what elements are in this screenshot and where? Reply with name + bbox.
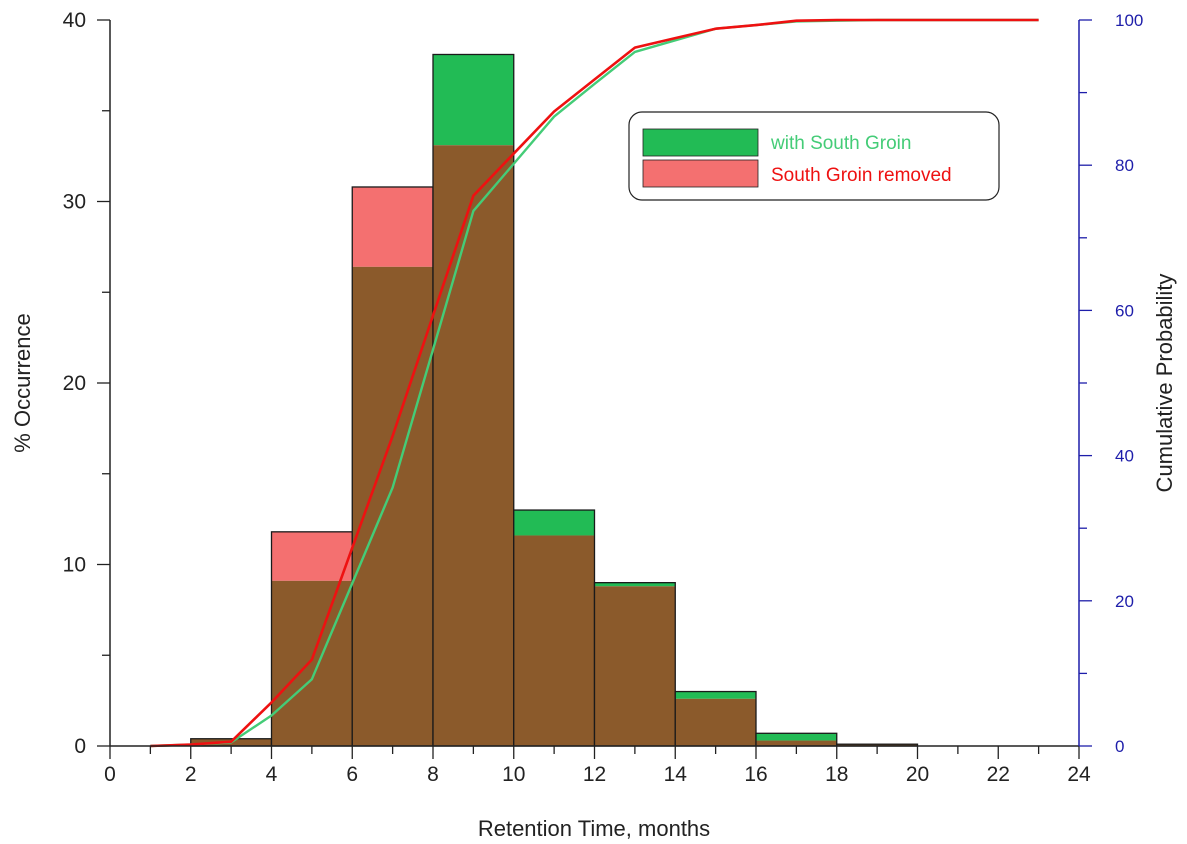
bar-overlap-12-14 bbox=[594, 586, 676, 746]
x-tick-label-0: 0 bbox=[104, 763, 116, 786]
y-tick-label-30: 30 bbox=[63, 191, 86, 214]
x-tick-label-6: 6 bbox=[346, 763, 358, 786]
x-tick-label-22: 22 bbox=[987, 763, 1010, 786]
y-axis-title: % Occurrence bbox=[10, 313, 35, 452]
y2-tick-label-100: 100 bbox=[1115, 11, 1143, 30]
bar-excess-with-south-groin-16-18 bbox=[756, 733, 837, 741]
y2-tick-label-80: 80 bbox=[1115, 156, 1134, 175]
bar-overlap-8-10 bbox=[433, 145, 514, 747]
y2-tick-label-60: 60 bbox=[1115, 301, 1134, 320]
x-tick-label-8: 8 bbox=[427, 763, 439, 786]
legend-label-with-south-groin: with South Groin bbox=[770, 133, 911, 154]
y-tick-label-40: 40 bbox=[63, 9, 86, 32]
x-axis-title: Retention Time, months bbox=[478, 816, 710, 841]
y2-tick-label-20: 20 bbox=[1115, 592, 1134, 611]
x-tick-label-12: 12 bbox=[583, 763, 606, 786]
bar-excess-south-groin-removed-6-8 bbox=[352, 186, 433, 267]
bar-overlap-4-6 bbox=[271, 580, 353, 746]
cumulative-lines-layer bbox=[150, 18, 1039, 748]
x-tick-label-20: 20 bbox=[906, 763, 929, 786]
bar-overlap-6-8 bbox=[352, 266, 433, 746]
y-tick-label-20: 20 bbox=[63, 372, 86, 395]
x-tick-label-2: 2 bbox=[185, 763, 197, 786]
bar-overlap-14-16 bbox=[675, 698, 756, 746]
x-tick-label-10: 10 bbox=[502, 763, 525, 786]
y2-axis-title: Cumulative Probability bbox=[1152, 274, 1177, 493]
bar-excess-with-south-groin-14-16 bbox=[675, 691, 756, 699]
axes-layer: 0 2 4 6 8 10 12 14 16 18 20 22 240102030400204060801… bbox=[63, 9, 1144, 786]
x-tick-label-18: 18 bbox=[825, 763, 848, 786]
bar-overlap-18-20 bbox=[836, 744, 918, 746]
y2-tick-label-40: 40 bbox=[1115, 447, 1134, 466]
bar-excess-south-groin-removed-4-6 bbox=[271, 531, 353, 581]
y-tick-label-10: 10 bbox=[63, 554, 86, 577]
x-tick-label-4: 4 bbox=[266, 763, 278, 786]
x-tick-label-16: 16 bbox=[744, 763, 767, 786]
x-tick-label-24: 24 bbox=[1067, 763, 1091, 786]
y-tick-label-0: 0 bbox=[74, 735, 86, 758]
legend-swatch-south-groin-removed bbox=[642, 159, 759, 188]
legend-label-south-groin-removed: South Groin removed bbox=[771, 165, 952, 186]
y2-tick-label-0: 0 bbox=[1115, 737, 1124, 756]
bar-excess-with-south-groin-12-14 bbox=[594, 582, 676, 587]
cumulative-line-south-groin-removed bbox=[150, 18, 1039, 748]
legend-swatch-with-south-groin bbox=[642, 128, 759, 157]
x-tick-label-14: 14 bbox=[664, 763, 688, 786]
bar-excess-with-south-groin-8-10 bbox=[433, 54, 514, 146]
bar-overlap-10-12 bbox=[513, 535, 595, 746]
legend: with South Groin South Groin removed bbox=[628, 111, 1000, 201]
bar-excess-with-south-groin-10-12 bbox=[513, 510, 595, 536]
bars-layer bbox=[190, 53, 919, 747]
bar-overlap-16-18 bbox=[756, 740, 837, 746]
